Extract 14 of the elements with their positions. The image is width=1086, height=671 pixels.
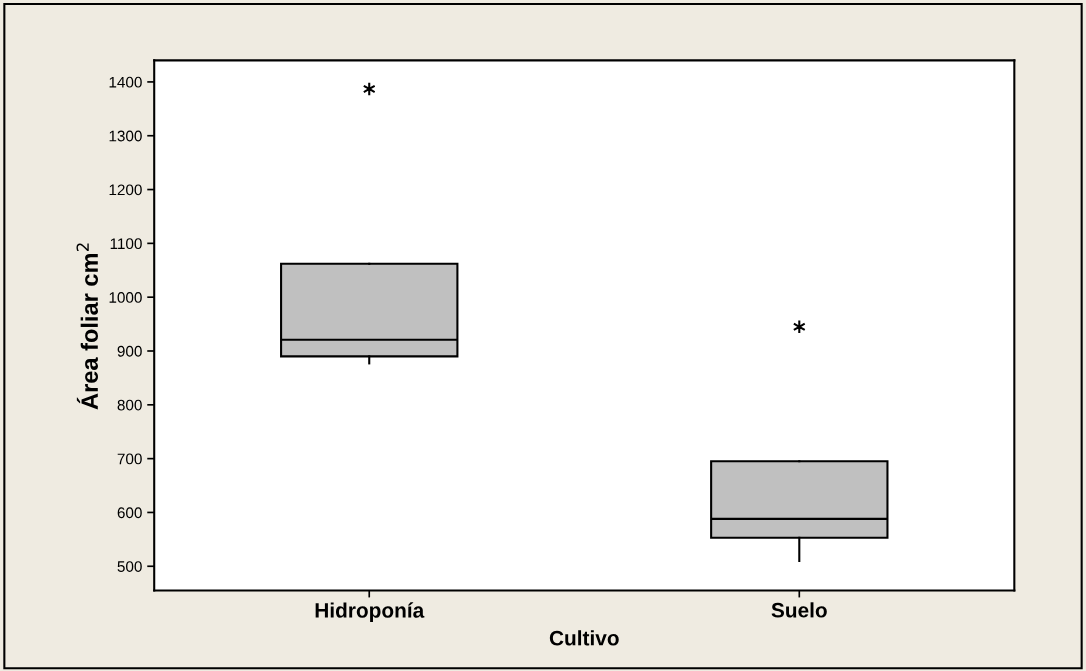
y-tick-label: 1400 bbox=[109, 76, 142, 88]
y-tick-label: 1000 bbox=[109, 292, 142, 303]
y-tick-label: 600 bbox=[117, 507, 142, 519]
y-tick-label: 1100 bbox=[110, 238, 142, 250]
x-tick-label: Hidroponía bbox=[315, 602, 425, 622]
y-tick-label: 700 bbox=[117, 453, 142, 465]
y-tick-label: 1300 bbox=[109, 130, 142, 142]
y-tick-label: 1200 bbox=[109, 184, 142, 196]
y-tick-label: 800 bbox=[117, 399, 142, 411]
y-axis-title: Área foliar cm$^{2}$ bbox=[76, 243, 99, 410]
x-tick-label: Suelo bbox=[771, 602, 827, 618]
y-tick-label: 500 bbox=[117, 561, 142, 572]
x-axis-title: Cultivo bbox=[549, 630, 619, 646]
y-tick-label: 900 bbox=[117, 345, 142, 357]
